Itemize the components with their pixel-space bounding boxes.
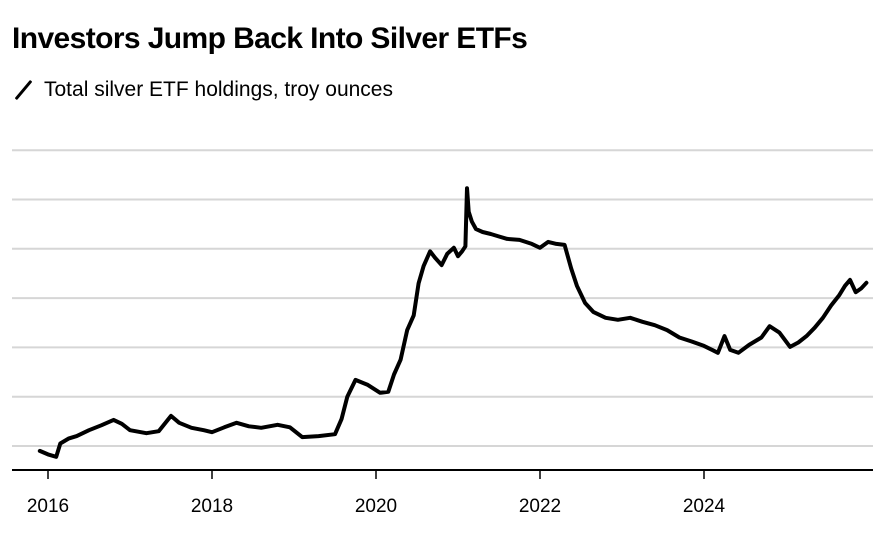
x-tick-label: 2024 — [683, 496, 726, 517]
series-line — [37, 186, 869, 459]
x-tick-label: 2022 — [519, 496, 561, 517]
legend-label: Total silver ETF holdings, troy ounces — [44, 78, 393, 101]
x-tick-label: 2018 — [191, 496, 233, 517]
series-layer — [37, 186, 869, 459]
x-tick-label: 2020 — [355, 496, 397, 517]
x-axis: 2016 2018 2020 2022 2024 — [12, 469, 873, 517]
legend: Total silver ETF holdings, troy ounces — [12, 78, 393, 102]
gridlines — [12, 149, 873, 447]
x-tick-label: 2016 — [27, 496, 69, 517]
chart-title: Investors Jump Back Into Silver ETFs — [12, 22, 528, 55]
